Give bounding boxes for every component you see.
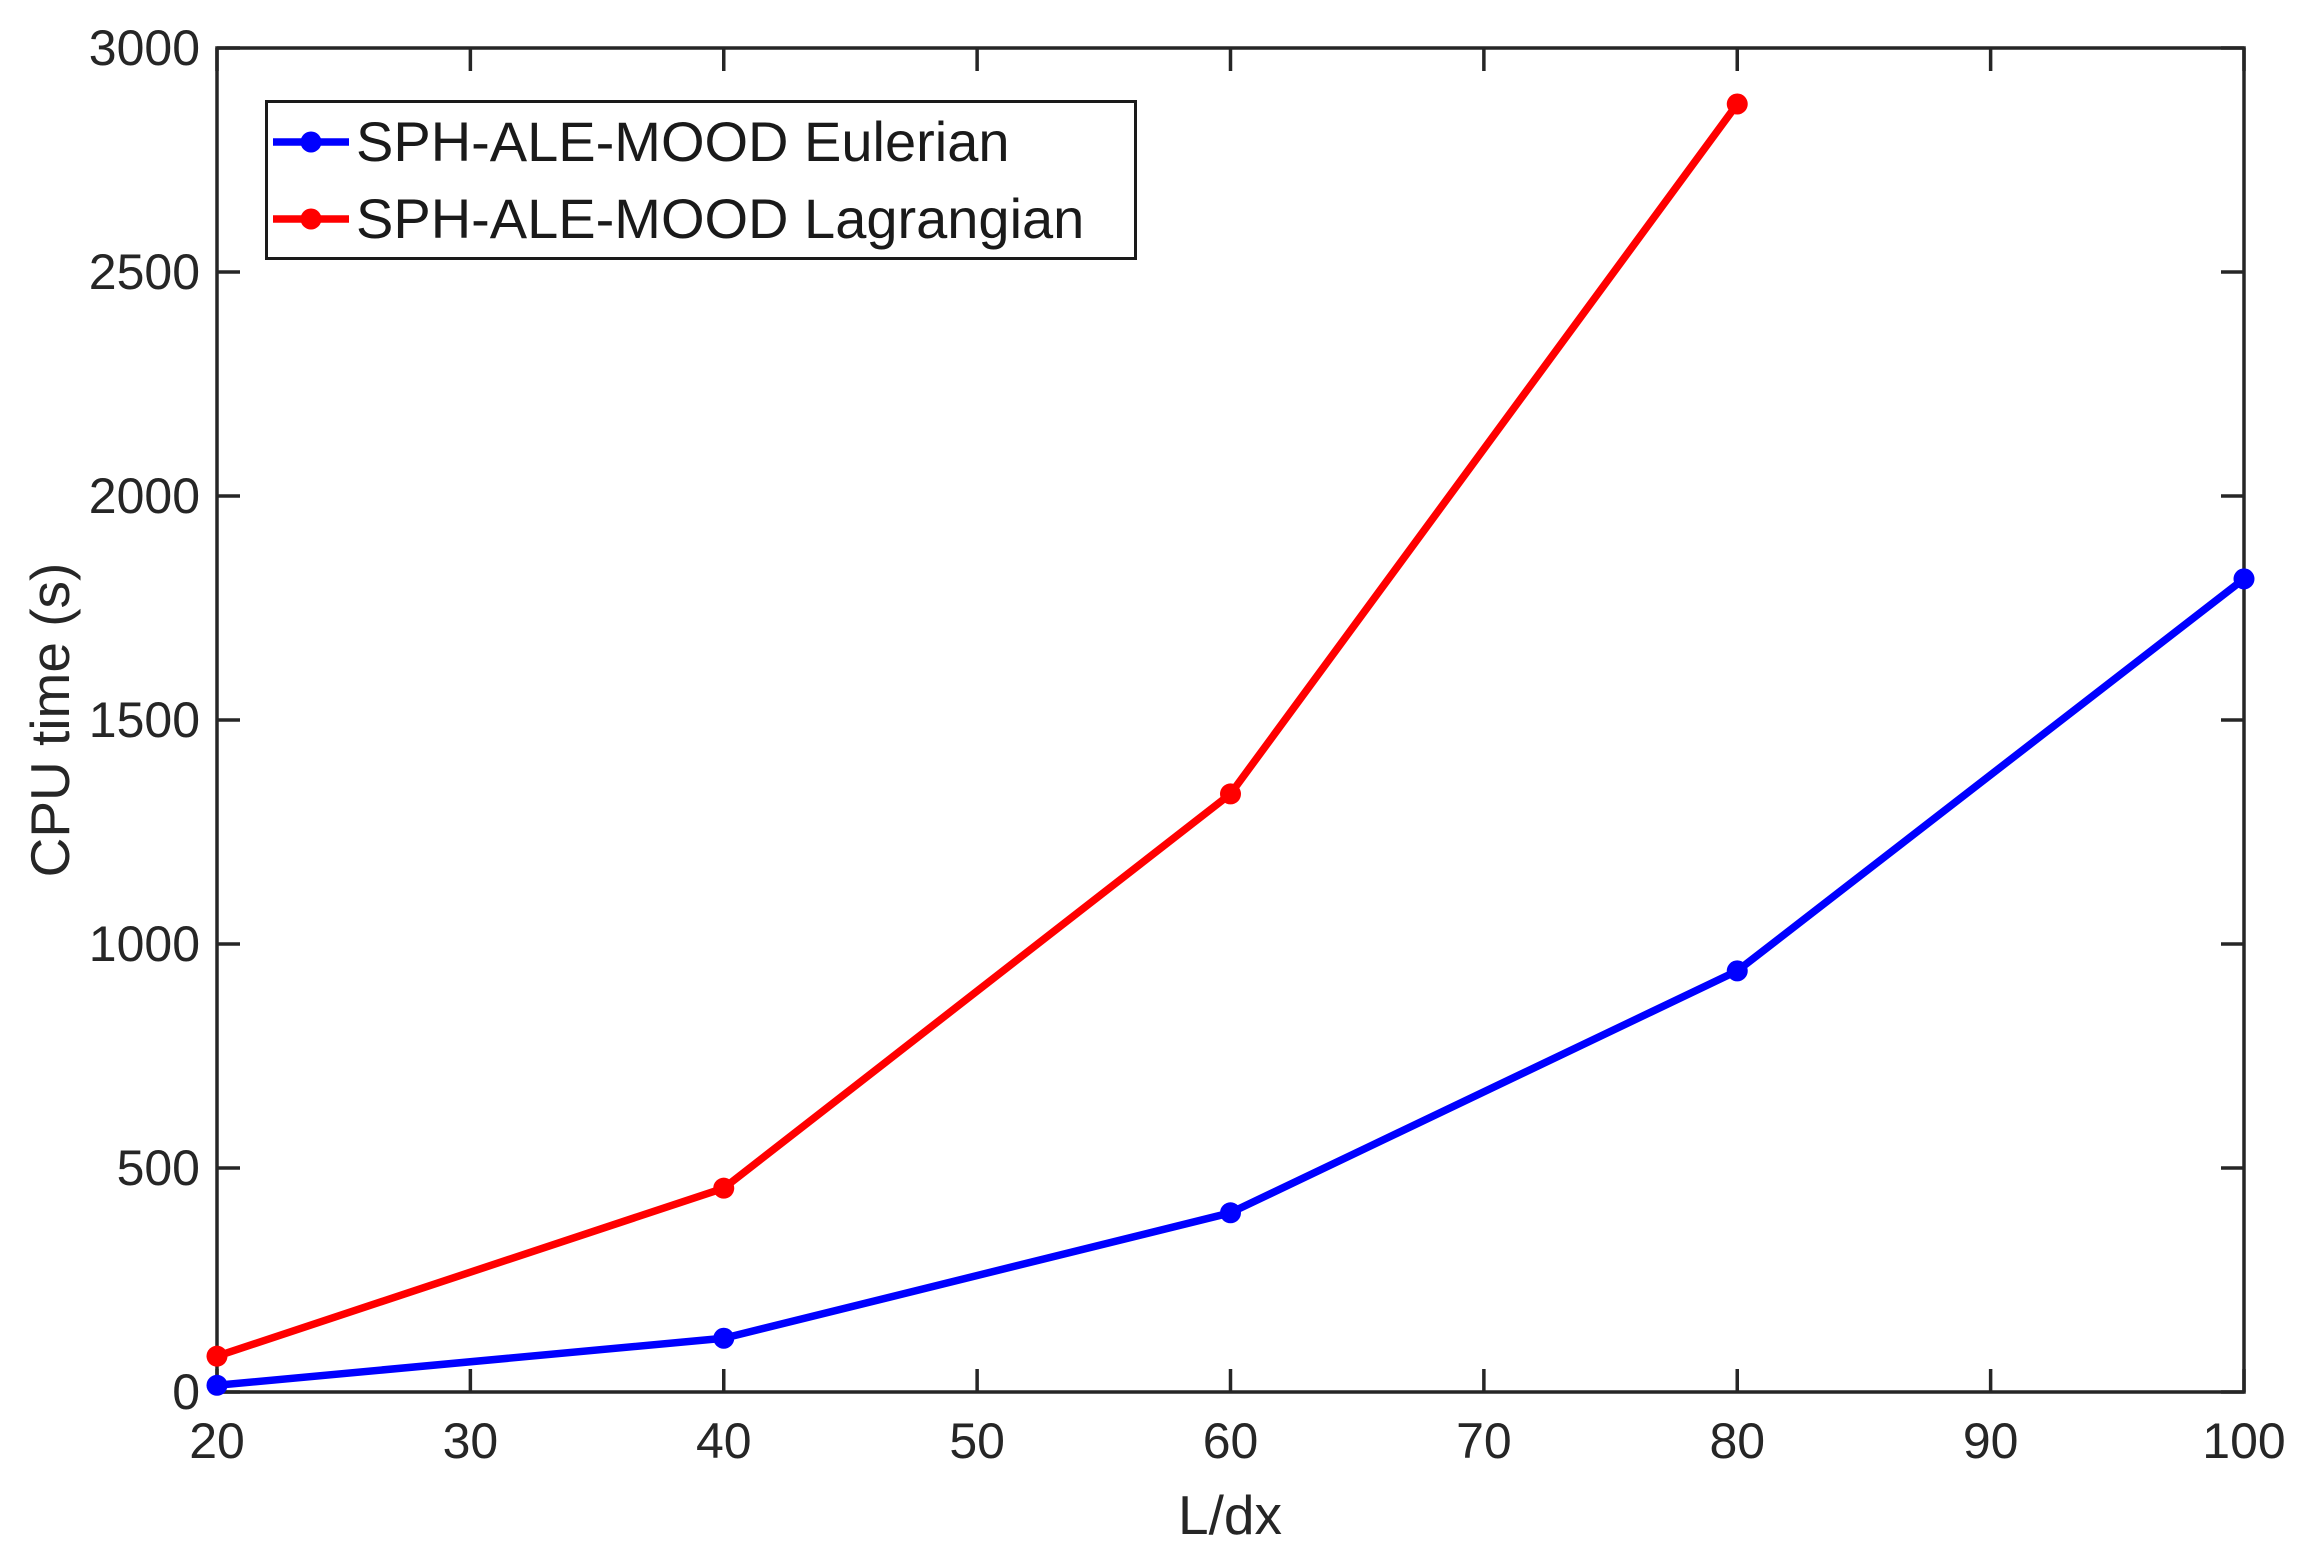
legend-label: SPH-ALE-MOOD Lagrangian [356,186,1085,250]
x-tick-label: 60 [1203,1413,1259,1469]
y-axis-label: CPU time (s) [19,562,81,878]
x-tick-label: 70 [1456,1413,1512,1469]
y-tick-label: 2500 [89,244,200,300]
y-tick-label: 3000 [89,20,200,76]
data-point-marker-0 [206,1374,228,1396]
x-tick-label: 100 [2202,1413,2285,1469]
legend-entry-0: SPH-ALE-MOOD Eulerian [272,103,1134,180]
x-tick-label: 50 [949,1413,1005,1469]
legend-line-sample [273,131,349,152]
data-point-marker-1 [713,1177,735,1199]
x-tick-label: 40 [696,1413,752,1469]
x-axis-label: L/dx [1178,1484,1282,1546]
legend-label: SPH-ALE-MOOD Eulerian [356,109,1010,173]
y-tick-label: 1000 [89,916,200,972]
y-tick-label: 0 [172,1364,200,1420]
x-tick-label: 30 [443,1413,499,1469]
data-point-marker-0 [1220,1202,1241,1224]
data-point-marker-0 [1726,960,1748,982]
data-point-marker-1 [206,1345,228,1367]
data-point-marker-1 [1220,783,1241,805]
x-tick-label: 20 [189,1413,245,1469]
y-tick-label: 2000 [89,468,200,524]
series-line-1 [213,100,1741,1360]
data-point-marker-0 [713,1327,735,1349]
data-point-marker-0 [2233,568,2255,590]
data-point-marker-1 [1726,93,1748,115]
x-tick-label: 80 [1709,1413,1765,1469]
legend-entry-1: SPH-ALE-MOOD Lagrangian [272,180,1134,257]
y-tick-label: 1500 [89,692,200,748]
legend-line-sample [273,208,349,229]
legend: SPH-ALE-MOOD Eulerian SPH-ALE-MOOD Lagran… [265,100,1137,260]
y-tick-label: 500 [117,1140,200,1196]
x-tick-label: 90 [1963,1413,2019,1469]
series-line-0 [213,575,2248,1390]
